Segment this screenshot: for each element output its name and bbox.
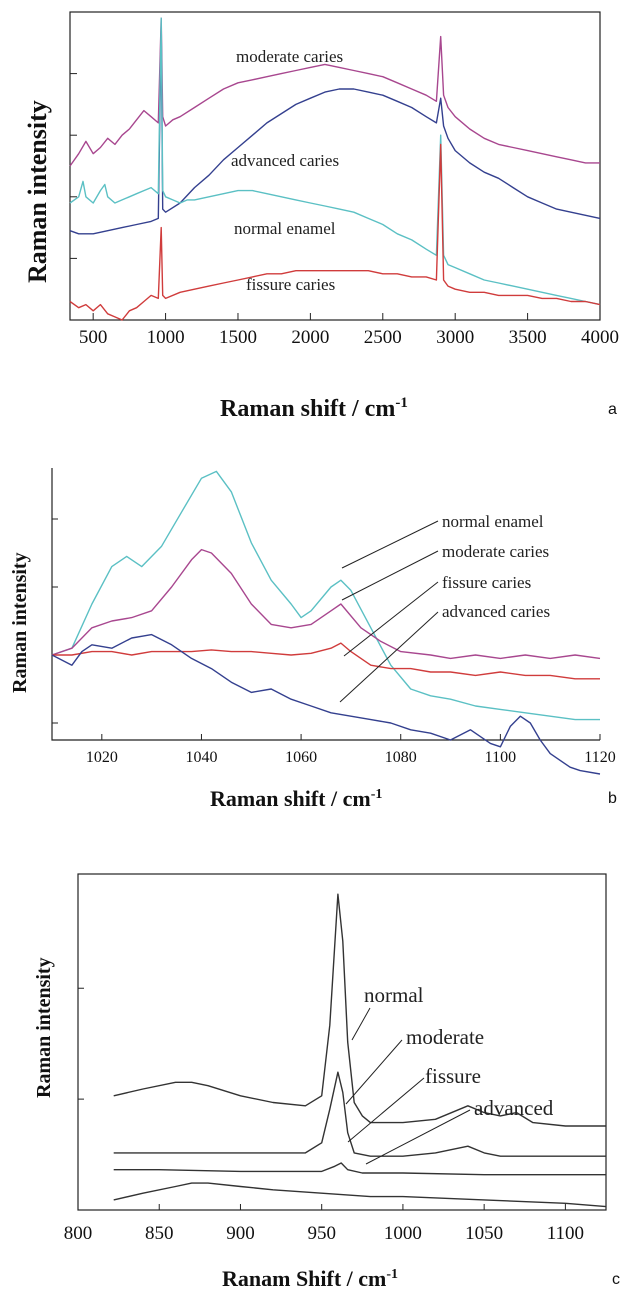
panel-b-chart: 1020 1040 1060 1080 1100 1120 Raman intensity… [9, 468, 617, 811]
panel-c-pointer-normal [351, 1007, 371, 1041]
panel-c-series [113, 893, 607, 1208]
panel-a-label-fissure: fissure caries [246, 275, 335, 294]
x-tick-label: 1100 [547, 1223, 584, 1244]
panel-c-label-advanced: advanced [474, 1096, 554, 1120]
series-line-fissure-caries [52, 642, 600, 680]
panel-b-label-moderate: moderate caries [442, 542, 549, 561]
panel-b-axes [51, 468, 600, 741]
x-tick-label: 1000 [384, 1223, 422, 1244]
panel-a-label-moderate: moderate caries [236, 47, 343, 66]
panel-c-label-normal: normal [364, 983, 424, 1007]
panel-b-pointer-fissure [343, 581, 439, 657]
panel-b-pointer-normal [341, 520, 439, 569]
panel-c-ticks: 800 850 900 950 1000 1050 1100 [64, 873, 584, 1244]
panel-c-label-moderate: moderate [406, 1025, 484, 1049]
x-tick-label: 4000 [581, 327, 619, 348]
panel-a-y-axis-label: Raman intensity [23, 100, 52, 283]
panel-b-pointer-moderate [341, 550, 439, 601]
series-line-advanced-caries [51, 633, 601, 775]
panel-c-letter: c [612, 1271, 620, 1288]
x-tick-label: 1100 [485, 749, 516, 766]
panel-b-letter: b [608, 790, 617, 807]
x-tick-label: 1050 [465, 1223, 503, 1244]
panel-a-x-axis-label: Raman shift / cm-1 [220, 395, 408, 422]
series-line-moderate [113, 1071, 606, 1157]
panel-b-y-axis-label: Raman intensity [9, 552, 31, 693]
panel-c-pointer-advanced [365, 1109, 471, 1165]
panel-a-chart: 500 1000 1500 2000 2500 3000 3500 4000 Raman in… [23, 11, 619, 422]
x-tick-label: 1120 [584, 749, 615, 766]
panel-b-x-axis-label: Raman shift / cm-1 [210, 786, 382, 811]
x-tick-label: 850 [145, 1223, 174, 1244]
x-tick-label: 900 [226, 1223, 255, 1244]
series-line-normal-enamel [69, 17, 601, 306]
x-tick-label: 2500 [364, 327, 402, 348]
x-tick-label: 1080 [385, 749, 417, 766]
x-tick-label: 500 [79, 327, 108, 348]
panel-a-label-advanced: advanced caries [231, 151, 339, 170]
x-tick-label: 3000 [436, 327, 474, 348]
panel-a-ticks: 500 1000 1500 2000 2500 3000 3500 4000 [70, 11, 619, 348]
panel-c-pointer-fissure [347, 1077, 425, 1143]
series-line-normal [113, 893, 606, 1127]
x-tick-label: 1060 [285, 749, 317, 766]
series-line-moderate-caries [69, 17, 600, 167]
x-tick-label: 1000 [147, 327, 185, 348]
x-tick-label: 3500 [509, 327, 547, 348]
series-line-moderate-caries [51, 548, 601, 660]
series-line-normal-enamel [51, 470, 600, 721]
panel-b-label-advanced: advanced caries [442, 602, 550, 621]
panel-c-label-fissure: fissure [425, 1064, 481, 1088]
x-tick-label: 1020 [86, 749, 118, 766]
series-line-fissure-caries [69, 143, 601, 321]
x-tick-label: 2000 [291, 327, 329, 348]
panel-b-label-normal: normal enamel [442, 512, 544, 531]
panel-a-series [69, 17, 601, 321]
x-tick-label: 950 [307, 1223, 336, 1244]
panel-c-x-axis-label: Ranam Shift / cm-1 [222, 1266, 398, 1291]
panel-b-label-fissure: fissure caries [442, 573, 531, 592]
panel-b-series [51, 470, 601, 775]
panel-a-letter: a [608, 401, 617, 418]
series-line-fissure [113, 1162, 606, 1176]
x-tick-label: 1500 [219, 327, 257, 348]
panel-c-frame [77, 873, 607, 1211]
panel-a-label-normal: normal enamel [234, 219, 336, 238]
x-tick-label: 1040 [185, 749, 217, 766]
panel-b-pointer-advanced [339, 611, 439, 703]
panel-c-pointer-moderate [345, 1039, 403, 1105]
panel-c-y-axis-label: Raman intensity [33, 957, 55, 1098]
series-line-advanced [113, 1182, 607, 1208]
panel-b-ticks: 1020 1040 1060 1080 1100 1120 [52, 518, 616, 766]
x-tick-label: 800 [64, 1223, 93, 1244]
panel-c-chart: 800 850 900 950 1000 1050 1100 Raman intensity… [33, 873, 620, 1291]
